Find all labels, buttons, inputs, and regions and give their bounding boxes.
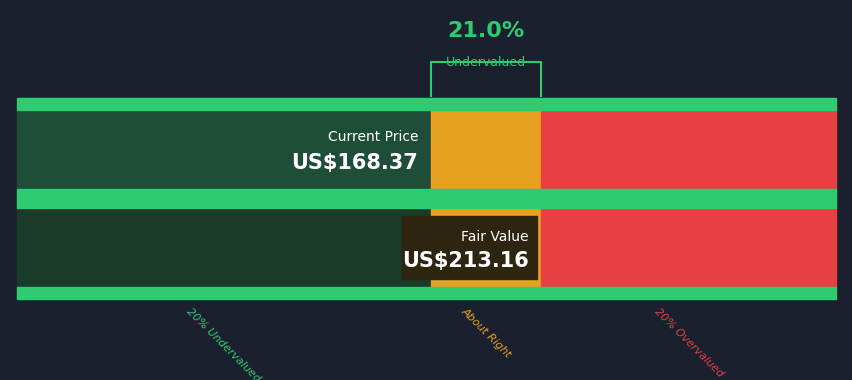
- Text: 20% Undervalued: 20% Undervalued: [185, 306, 262, 380]
- Text: About Right: About Right: [458, 306, 512, 359]
- Text: US$168.37: US$168.37: [291, 153, 417, 173]
- Text: 20% Overvalued: 20% Overvalued: [652, 306, 724, 379]
- Text: Fair Value: Fair Value: [461, 230, 528, 244]
- Bar: [401, 216, 537, 279]
- Bar: [17, 208, 430, 287]
- Bar: [17, 189, 835, 208]
- Bar: [430, 110, 541, 189]
- Text: US$213.16: US$213.16: [402, 252, 528, 271]
- Bar: [430, 208, 541, 287]
- Text: 21.0%: 21.0%: [446, 22, 524, 41]
- Bar: [17, 110, 430, 189]
- Bar: [17, 287, 835, 299]
- Bar: [541, 110, 835, 189]
- Text: Current Price: Current Price: [327, 130, 417, 144]
- Bar: [17, 98, 835, 110]
- Text: Undervalued: Undervalued: [446, 56, 526, 70]
- Bar: [541, 208, 835, 287]
